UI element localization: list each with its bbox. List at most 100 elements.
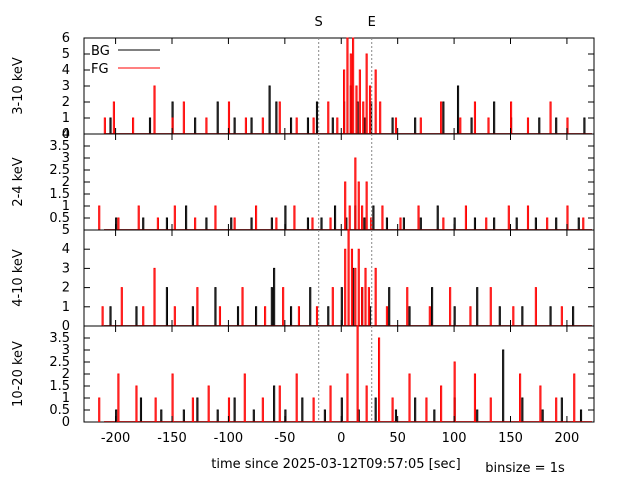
histogram-bar	[109, 306, 112, 326]
histogram-bar	[112, 101, 115, 134]
histogram-bar	[196, 397, 199, 422]
histogram-bar	[349, 53, 352, 134]
histogram-bar	[365, 53, 368, 134]
histogram-bar	[573, 373, 576, 422]
histogram-bar	[425, 397, 428, 422]
histogram-bar	[406, 287, 409, 326]
histogram-bar	[526, 117, 530, 134]
histogram-bar	[560, 397, 563, 422]
y-tick-label: 2	[62, 281, 70, 296]
histogram-bar	[365, 181, 368, 230]
y-tick-label: 0.5	[49, 403, 70, 418]
histogram-bar	[538, 117, 541, 134]
y-tick-label: 2.5	[49, 163, 70, 178]
y-tick-label: 2	[62, 367, 70, 382]
histogram-bar	[153, 267, 156, 326]
histogram-bar	[311, 217, 314, 230]
histogram-bar	[469, 306, 472, 326]
histogram-bar	[442, 217, 445, 230]
histogram-bar	[273, 267, 276, 326]
histogram-bar	[236, 306, 240, 326]
y-tick-label: 1.5	[49, 187, 70, 202]
histogram-bar	[526, 205, 530, 230]
histogram-bar	[120, 287, 123, 326]
histogram-bar	[582, 217, 585, 230]
histogram-bar	[399, 217, 402, 230]
histogram-bar	[419, 117, 422, 134]
y-tick-label: 4	[62, 63, 70, 78]
histogram-bar	[103, 117, 106, 134]
histogram-bar	[473, 373, 477, 422]
marker-label-e: E	[368, 15, 376, 30]
histogram-bar	[346, 37, 349, 134]
histogram-bar	[165, 217, 168, 230]
histogram-bar	[327, 306, 330, 326]
histogram-bar	[185, 205, 188, 230]
histogram-bar	[205, 217, 208, 230]
histogram-bar	[362, 101, 365, 134]
histogram-bar	[428, 306, 431, 326]
panel-4: 00.511.522.533.5 10-20 keV	[11, 325, 595, 430]
histogram-bar	[346, 373, 349, 422]
histogram-bar	[560, 306, 563, 326]
x-axis-group: -200 -150 -100 -50 0 50 100 150 200	[101, 38, 579, 446]
histogram-bar	[367, 287, 370, 326]
histogram-bar	[233, 117, 236, 134]
histogram-bar	[270, 287, 273, 326]
histogram-bar	[385, 217, 389, 230]
histogram-bar	[336, 117, 339, 134]
histogram-bar	[171, 117, 174, 134]
histogram-bar	[312, 397, 315, 422]
legend-label-fg: FG	[91, 62, 109, 77]
histogram-bar	[160, 409, 163, 422]
histogram-bar	[534, 217, 537, 230]
histogram-bar	[154, 397, 157, 422]
histogram-bar	[250, 217, 253, 230]
histogram-bar	[566, 117, 569, 134]
histogram-bar	[331, 117, 334, 134]
histogram-bar	[391, 117, 394, 134]
histogram-bar	[343, 69, 346, 134]
histogram-bar	[233, 397, 236, 422]
histogram-bar	[555, 397, 558, 422]
histogram-bar	[442, 101, 445, 134]
histogram-bar	[323, 409, 326, 422]
y-tick-label: 5	[62, 47, 70, 62]
histogram-bar	[264, 306, 267, 326]
histogram-bar	[214, 205, 217, 230]
histogram-bar	[244, 117, 247, 134]
legend-label-bg: BG	[91, 44, 110, 59]
histogram-bar	[368, 85, 372, 134]
histogram-bar	[333, 205, 337, 230]
histogram-bar	[377, 337, 381, 422]
y-tick-label: 2	[62, 175, 70, 190]
histogram-bar	[515, 217, 518, 230]
histogram-bar	[361, 205, 364, 230]
histogram-bar	[295, 117, 298, 134]
marker-label-s: S	[315, 15, 323, 30]
histogram-bar	[385, 306, 389, 326]
histogram-bar	[579, 409, 583, 422]
histogram-bar	[357, 181, 360, 230]
histogram-bar	[191, 306, 194, 326]
histogram-bar	[459, 117, 462, 134]
histogram-bar	[194, 117, 197, 134]
histogram-bar	[521, 397, 524, 422]
y-tick-label: 5	[62, 223, 70, 238]
histogram-bar	[519, 373, 522, 422]
histogram-bar	[470, 117, 473, 134]
histogram-bar	[549, 306, 552, 326]
histogram-bar	[555, 217, 558, 230]
histogram-bar	[171, 373, 174, 422]
histogram-bar	[539, 385, 542, 422]
histogram-bar	[214, 287, 217, 326]
histogram-bar	[289, 306, 293, 326]
histogram-bar	[348, 205, 351, 230]
histogram-bar	[365, 385, 368, 422]
histogram-bar	[414, 117, 417, 134]
x-axis-label: time since 2025-03-12T09:57:05 [sec]	[211, 457, 460, 472]
histogram-bar	[364, 267, 367, 326]
histogram-bar	[153, 85, 156, 134]
histogram-bar	[512, 306, 515, 326]
